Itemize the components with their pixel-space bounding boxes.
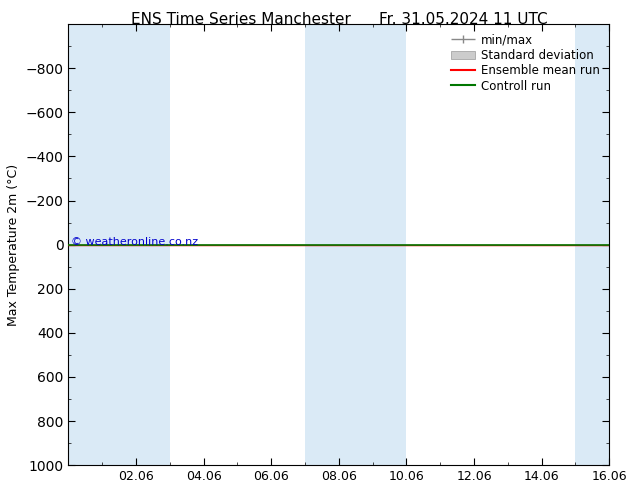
Bar [576,24,609,465]
Y-axis label: Max Temperature 2m (°C): Max Temperature 2m (°C) [7,164,20,326]
Text: © weatheronline.co.nz: © weatheronline.co.nz [71,238,198,247]
Text: ENS Time Series Manchester: ENS Time Series Manchester [131,12,351,27]
Text: Fr. 31.05.2024 11 UTC: Fr. 31.05.2024 11 UTC [378,12,547,27]
Bar [102,24,170,465]
Bar [305,24,406,465]
Bar [68,24,102,465]
Legend: min/max, Standard deviation, Ensemble mean run, Controll run: min/max, Standard deviation, Ensemble me… [448,30,604,96]
